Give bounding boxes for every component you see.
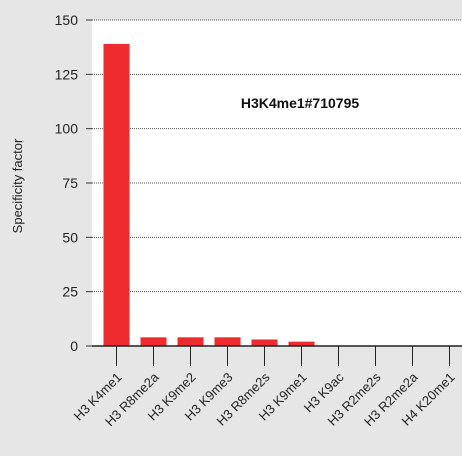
x-axis-ticks — [116, 346, 450, 366]
y-tick-label: 125 — [55, 66, 79, 82]
chart-title: H3K4me1#710795 — [241, 95, 360, 111]
grid-lines — [92, 19, 462, 293]
bar — [251, 339, 278, 346]
bar — [140, 337, 167, 346]
bar — [288, 341, 315, 346]
y-tick-label: 0 — [70, 338, 78, 354]
y-tick-label: 100 — [55, 121, 79, 137]
y-axis-label: Specificity factor — [10, 138, 25, 233]
y-tick-label: 75 — [62, 175, 78, 191]
y-axis-ticks: 0 25 50 75 100 125 150 — [55, 12, 92, 354]
bars — [103, 43, 315, 346]
y-tick-label: 150 — [55, 12, 79, 28]
bar — [177, 337, 204, 346]
bar — [103, 43, 130, 346]
y-tick-label: 25 — [62, 284, 78, 300]
y-tick-label: 50 — [62, 229, 78, 245]
bar — [214, 337, 241, 346]
